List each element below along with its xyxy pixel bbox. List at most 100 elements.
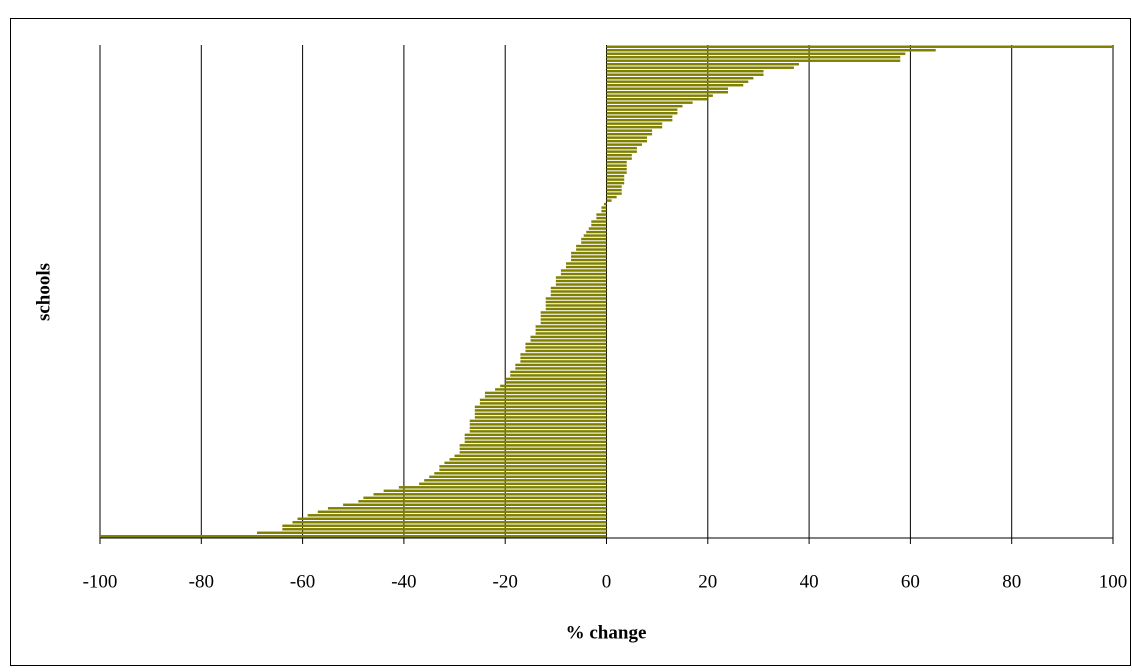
- bar: [606, 45, 1113, 48]
- bar: [606, 73, 764, 76]
- bar: [606, 199, 612, 202]
- bar: [429, 475, 607, 479]
- bar: [606, 192, 622, 195]
- bar: [565, 265, 607, 269]
- bar: [525, 346, 607, 349]
- bar: [510, 370, 607, 374]
- bar: [606, 69, 764, 73]
- bar: [500, 384, 607, 388]
- bar: [606, 153, 632, 157]
- x-tick-label: -20: [493, 571, 518, 592]
- bar: [474, 405, 607, 409]
- bar: [520, 353, 607, 356]
- bar: [535, 332, 607, 335]
- bar: [464, 433, 607, 437]
- bar: [588, 227, 607, 230]
- bar: [606, 195, 617, 199]
- bar: [297, 517, 607, 520]
- bar: [606, 167, 627, 171]
- bar: [474, 416, 607, 419]
- bar: [525, 342, 607, 346]
- bar: [606, 63, 799, 66]
- bar: [520, 356, 607, 360]
- bar: [419, 482, 607, 486]
- bar: [469, 426, 607, 430]
- bar: [601, 209, 607, 213]
- bar: [606, 150, 637, 153]
- bar: [317, 510, 607, 514]
- bar: [449, 458, 607, 461]
- bar: [398, 486, 607, 489]
- bar: [444, 461, 607, 465]
- bar: [484, 395, 607, 398]
- bar: [439, 468, 607, 472]
- bar: [474, 412, 607, 416]
- y-axis-title: schools: [33, 263, 54, 321]
- bar: [606, 188, 622, 192]
- bar: [257, 531, 607, 534]
- bar: [606, 129, 653, 132]
- bar: [100, 535, 607, 538]
- bar: [606, 118, 673, 122]
- bar: [363, 496, 607, 500]
- bar: [469, 419, 607, 423]
- bar: [606, 174, 625, 178]
- bar: [505, 381, 607, 384]
- bar: [292, 521, 607, 524]
- bar: [474, 409, 607, 412]
- bar: [282, 524, 607, 527]
- bar: [373, 493, 607, 496]
- bar: [479, 402, 607, 405]
- bar: [515, 367, 607, 370]
- bar: [606, 104, 683, 108]
- bar: [545, 300, 607, 304]
- bar: [606, 87, 729, 90]
- bar: [484, 391, 607, 395]
- bar: [550, 293, 607, 297]
- bar: [495, 388, 607, 391]
- bar: [606, 56, 901, 59]
- bar: [469, 430, 607, 433]
- bar: [581, 237, 607, 241]
- bar: [464, 437, 607, 440]
- x-tick-label: 60: [901, 571, 920, 592]
- bar: [424, 479, 607, 482]
- bar: [307, 514, 607, 517]
- bar: [383, 489, 607, 493]
- bar: [606, 80, 749, 83]
- bar: [596, 216, 607, 220]
- bar: [606, 108, 678, 111]
- bar: [282, 528, 607, 531]
- bar: [606, 94, 713, 97]
- bar: [606, 49, 936, 52]
- x-tick-label: 20: [698, 571, 717, 592]
- bar: [606, 181, 625, 185]
- bar: [555, 279, 607, 283]
- bar: [550, 290, 607, 293]
- bar: [459, 444, 607, 447]
- bar: [601, 206, 607, 209]
- bar: [540, 311, 607, 314]
- bar: [591, 223, 607, 227]
- bar: [581, 241, 607, 244]
- bar: [535, 325, 607, 328]
- bar: [606, 122, 663, 125]
- bar: [545, 304, 607, 307]
- bar: [606, 111, 678, 115]
- bar: [606, 143, 642, 146]
- bar: [606, 59, 901, 62]
- x-tick-label: 80: [1002, 571, 1021, 592]
- bar: [464, 440, 607, 444]
- bar: [520, 360, 607, 363]
- bar: [586, 230, 607, 234]
- bar: [560, 272, 607, 276]
- bar: [606, 115, 673, 118]
- bar: [596, 213, 607, 216]
- bar: [540, 321, 607, 325]
- bar: [576, 248, 607, 251]
- bar: [583, 234, 607, 237]
- bar: [535, 328, 607, 332]
- bar: [606, 52, 906, 55]
